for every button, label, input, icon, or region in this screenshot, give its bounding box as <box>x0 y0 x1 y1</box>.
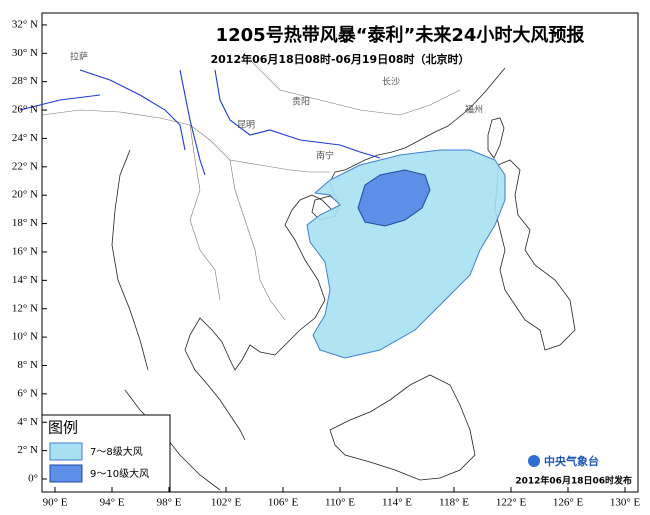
lon-label: 130° E <box>610 497 641 509</box>
lat-label: 30° N <box>12 47 38 59</box>
legend-swatch <box>49 464 83 483</box>
lon-label: 126° E <box>553 497 584 509</box>
city-label: 昆明 <box>237 120 255 131</box>
city-label: 南宁 <box>316 150 334 162</box>
myanmar-coast <box>111 149 149 371</box>
lat-label: 10° N <box>12 331 38 343</box>
lon-label: 98° E <box>157 497 182 509</box>
lat-label: 32° N <box>12 18 38 30</box>
border <box>229 159 286 321</box>
philippines <box>494 159 576 351</box>
river <box>79 69 186 151</box>
legend-swatch <box>49 442 83 461</box>
title: 1205号热带风暴“泰利”未来24小时大风预报 <box>216 24 585 46</box>
rivers <box>19 69 381 176</box>
gale-area-7-8 <box>306 149 506 359</box>
taiwan <box>487 117 505 159</box>
lon-label: 118° E <box>439 497 469 509</box>
lon-label: 90° E <box>43 497 68 509</box>
lat-label: 14° N <box>12 274 38 286</box>
city-label: 贵阳 <box>292 96 310 108</box>
river <box>179 69 206 176</box>
lon-label: 114° E <box>382 497 412 509</box>
lat-label: 12° N <box>12 302 38 314</box>
border <box>189 124 221 301</box>
mainland-coast <box>184 67 506 441</box>
legend-title: 图例 <box>48 419 78 437</box>
lon-label: 106° E <box>268 497 299 509</box>
borneo <box>329 374 476 481</box>
logo-text: 中央气象台 <box>544 454 599 468</box>
border <box>249 59 461 116</box>
lon-label: 102° E <box>211 497 242 509</box>
border <box>41 109 330 173</box>
lat-label: 6° N <box>17 387 38 399</box>
city-label: 福州 <box>465 104 483 116</box>
gale-area-9-10 <box>357 169 431 227</box>
issue-time: 2012年06月18日06时发布 <box>515 475 632 487</box>
borders <box>41 59 461 321</box>
river <box>19 94 101 111</box>
legend: 图例 7～8级大风 9～10级大风 <box>41 414 171 493</box>
logo-icon <box>528 455 540 467</box>
lon-label: 110° E <box>325 497 355 509</box>
lat-label: 4° N <box>17 416 38 428</box>
lon-label: 94° E <box>100 497 125 509</box>
lat-label: 16° N <box>12 245 38 257</box>
lat-label: 26° N <box>12 104 38 116</box>
lat-label: 8° N <box>17 359 38 371</box>
city-label: 拉萨 <box>70 51 88 63</box>
city-label: 长沙 <box>382 76 400 88</box>
lat-label: 18° N <box>12 217 38 229</box>
lat-label: 28° N <box>12 75 38 87</box>
river <box>214 69 381 159</box>
legend-label: 7～8级大风 <box>90 445 143 458</box>
legend-label: 9～10级大风 <box>90 467 149 480</box>
lat-label: 22° N <box>12 160 38 172</box>
lat-label: 20° N <box>12 189 38 201</box>
subtitle: 2012年06月18日08时-06月19日08时（北京时） <box>210 52 469 66</box>
lat-label: 24° N <box>12 132 38 144</box>
lat-label: 0° <box>28 473 38 485</box>
lon-label: 122° E <box>496 497 527 509</box>
lat-label: 2° N <box>17 444 38 456</box>
